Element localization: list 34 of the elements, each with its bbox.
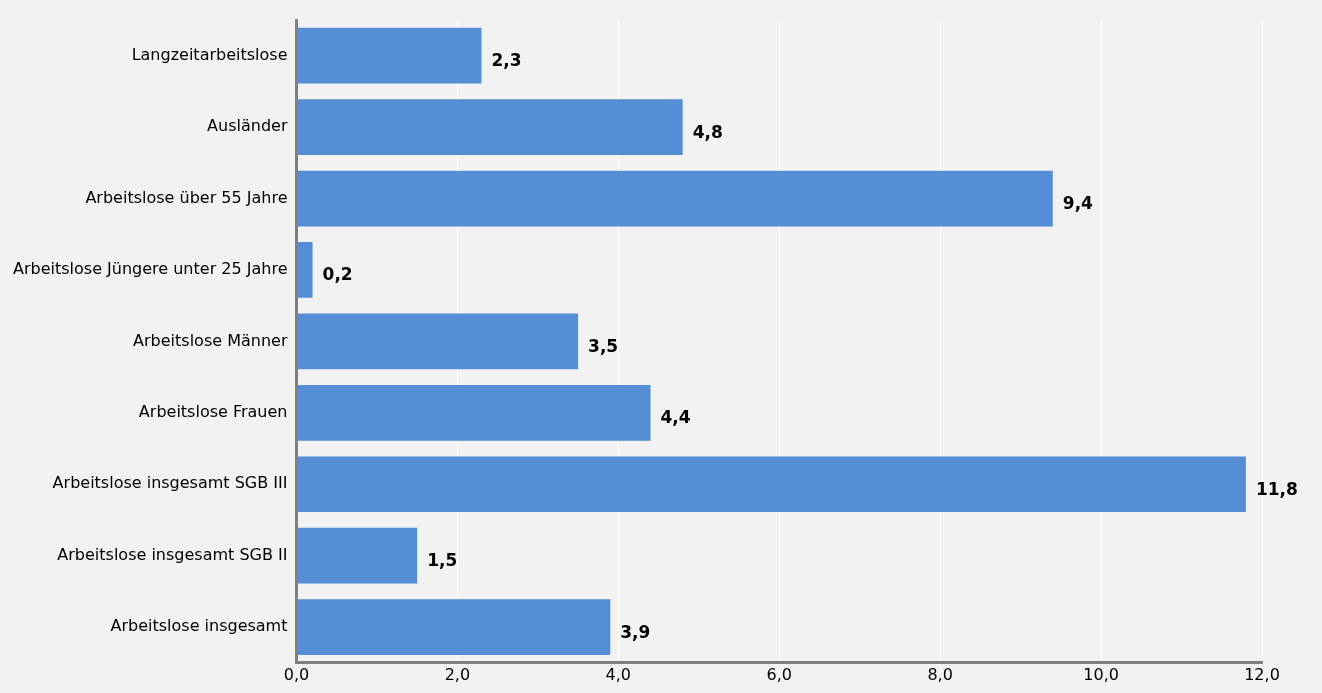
bar xyxy=(296,384,651,441)
y-tick-label: Arbeitslose insgesamt SGB II xyxy=(57,544,288,564)
x-tick-label: 6,0 xyxy=(766,664,792,684)
x-tick-label: 0,0 xyxy=(283,664,310,684)
y-tick-label: Arbeitslose Männer xyxy=(133,330,288,350)
bar xyxy=(296,527,418,584)
x-tick-label: 4,0 xyxy=(605,664,632,684)
x-tick-label: 2,0 xyxy=(444,664,471,684)
y-tick-label: Ausländer xyxy=(207,116,288,136)
data-label: 3,5 xyxy=(588,335,619,356)
data-label: 4,4 xyxy=(660,407,691,428)
x-tick-label: 12,0 xyxy=(1244,664,1280,684)
x-tick-label: 10,0 xyxy=(1083,664,1119,684)
x-tick-label: 8,0 xyxy=(927,664,953,684)
data-label: 0,2 xyxy=(322,264,353,285)
y-tick-label: Arbeitslose über 55 Jahre xyxy=(85,187,288,207)
data-label: 3,9 xyxy=(620,621,651,642)
bar xyxy=(296,99,683,155)
y-tick-label: Arbeitslose insgesamt SGB III xyxy=(52,473,288,493)
y-tick-label: Langzeitarbeitslose xyxy=(131,44,288,64)
bar xyxy=(296,27,482,84)
data-label: 2,3 xyxy=(491,50,522,71)
bar xyxy=(296,456,1246,513)
bar xyxy=(296,313,579,370)
y-tick-label: Arbeitslose insgesamt xyxy=(110,616,288,636)
bar xyxy=(296,170,1053,227)
data-label: 1,5 xyxy=(427,550,458,571)
data-label: 4,8 xyxy=(692,121,723,142)
data-label: 9,4 xyxy=(1062,192,1094,213)
data-label: 11,8 xyxy=(1255,478,1298,499)
bar xyxy=(296,599,611,655)
bar xyxy=(296,242,313,298)
y-tick-label: Arbeitslose Frauen xyxy=(138,401,288,421)
y-tick-label: Arbeitslose Jüngere unter 25 Jahre xyxy=(12,259,288,279)
